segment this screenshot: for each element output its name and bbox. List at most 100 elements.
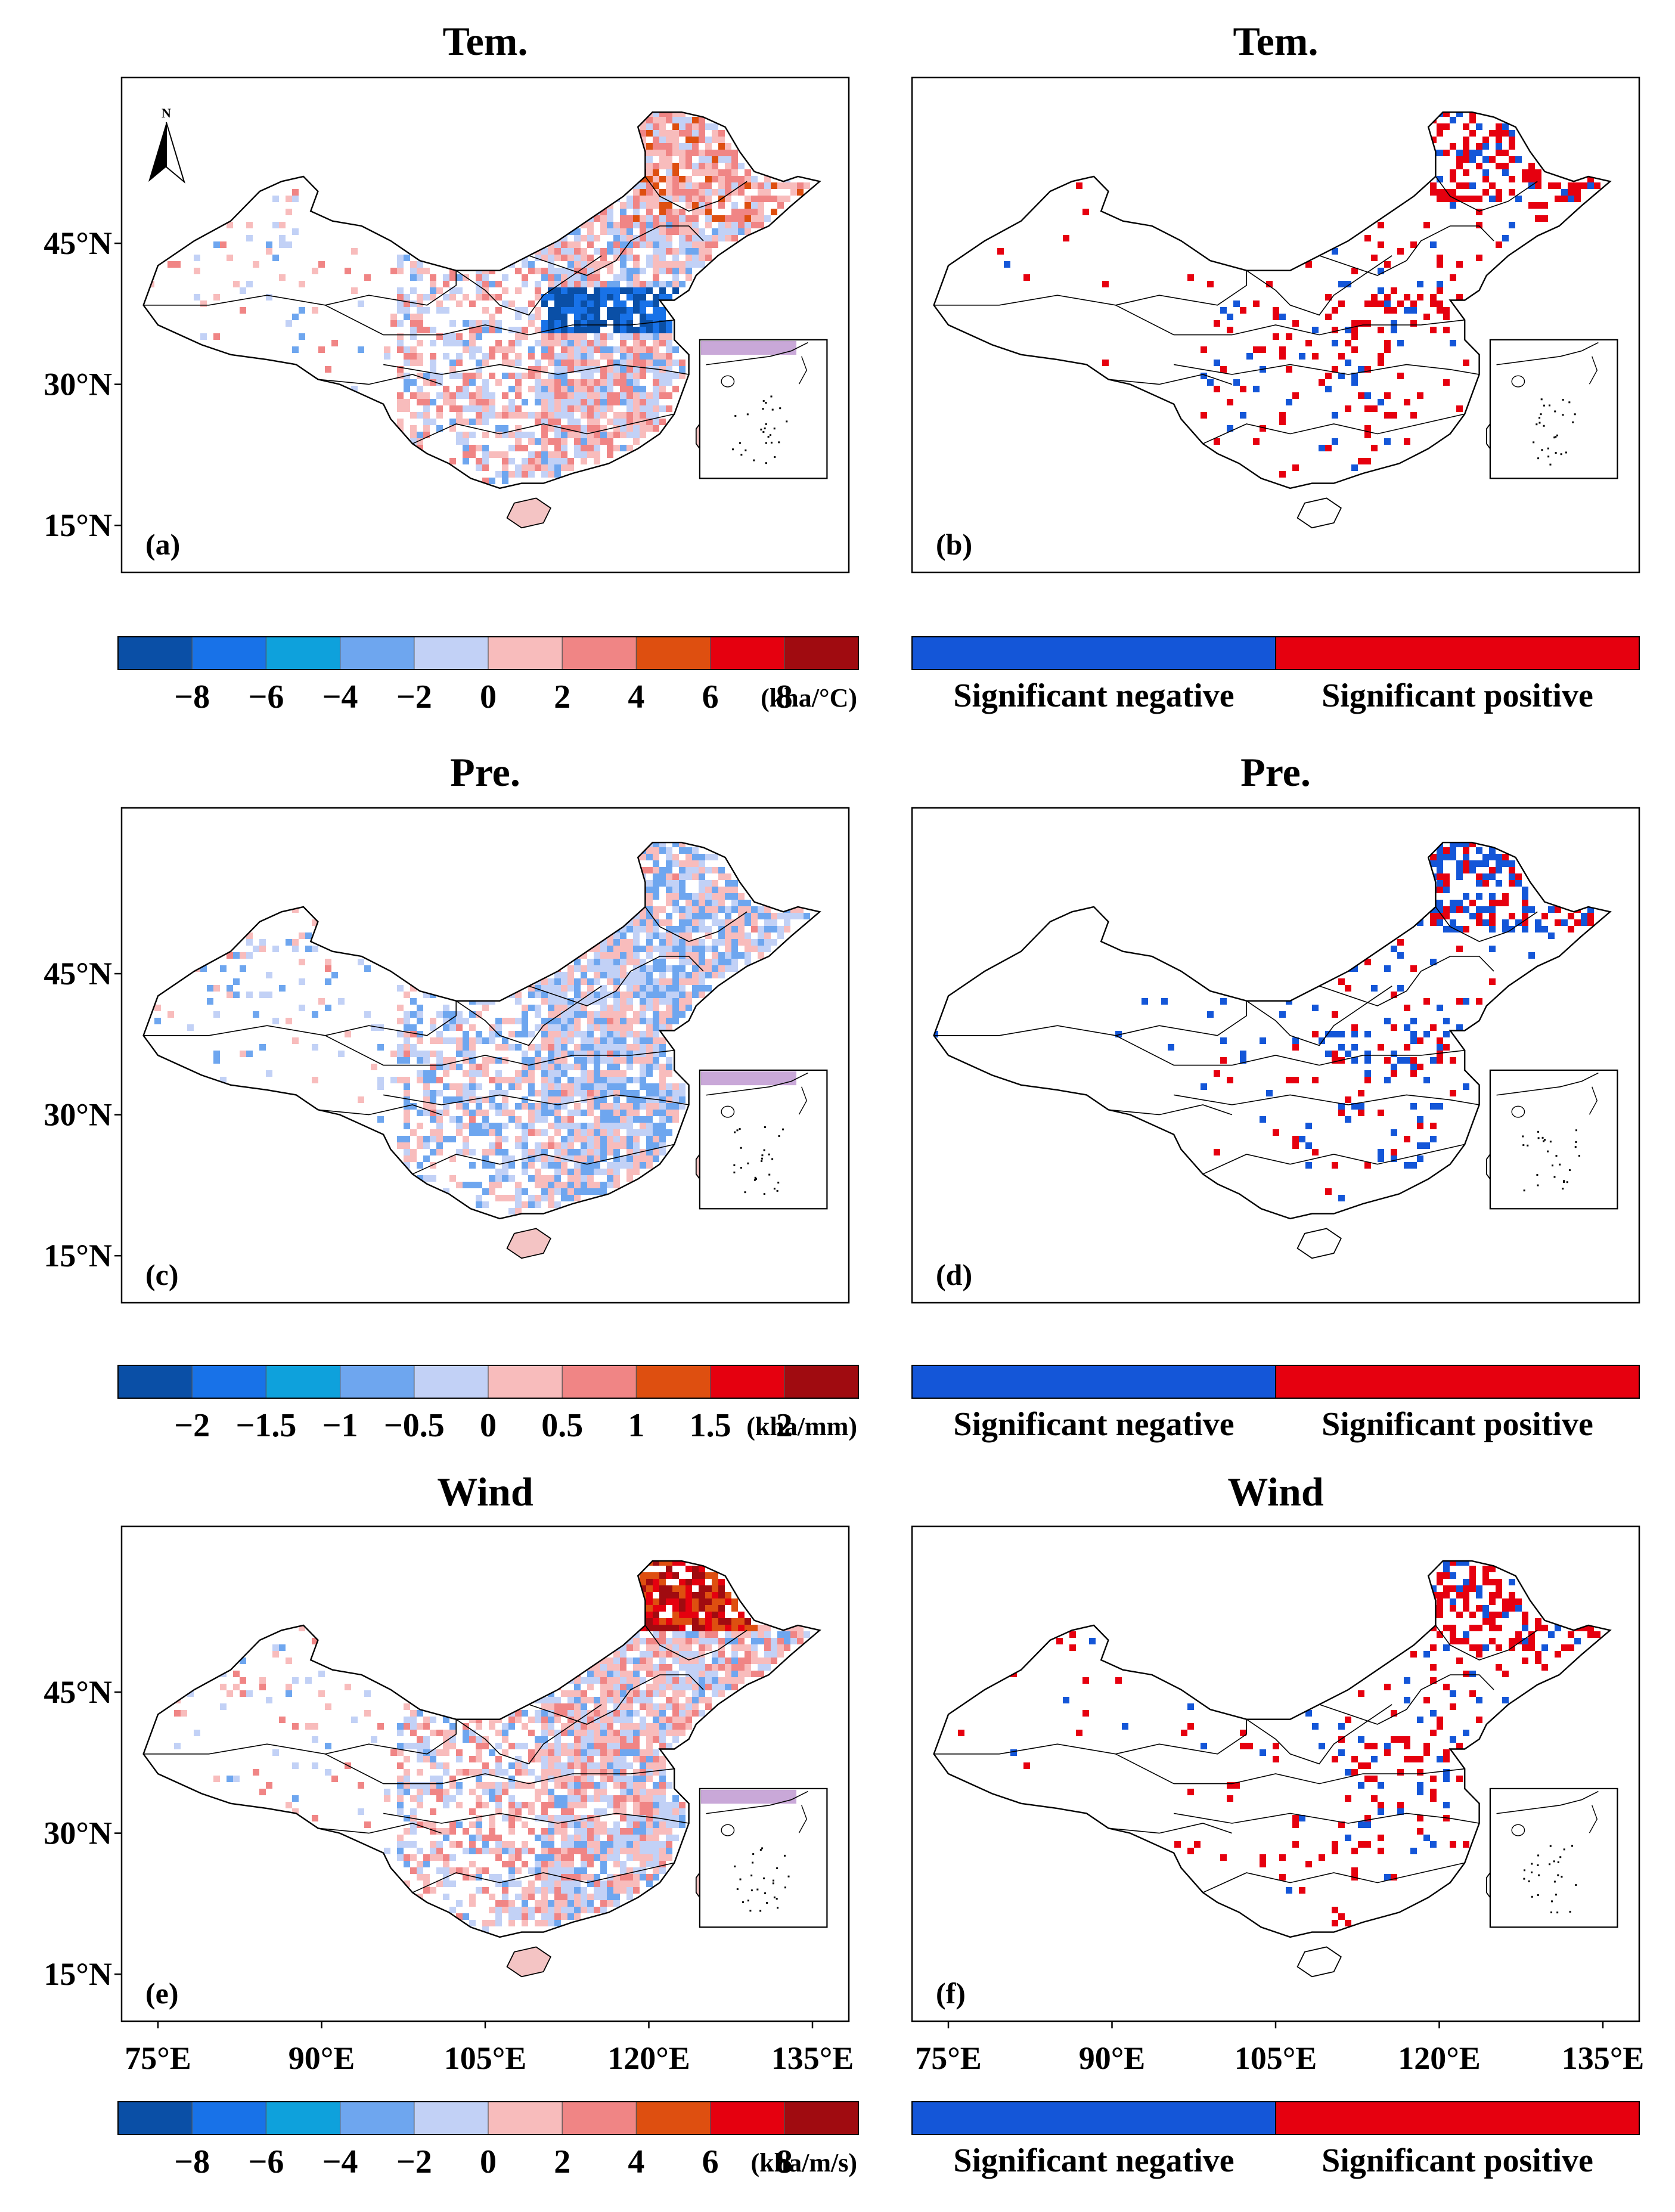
region-boundary-b-1: [1115, 305, 1465, 336]
region-boundary-a-7: [318, 374, 442, 385]
region-boundary-f-4: [1319, 1674, 1494, 1725]
hainan-island-f: [1296, 1946, 1342, 1978]
region-boundary-b-2: [1174, 364, 1479, 375]
map-field-e: [174, 1561, 810, 1933]
legend-tick-a-7: 6: [702, 679, 719, 715]
hainan-island-a: [506, 497, 551, 529]
legend-b: Significant negative Significant positive: [911, 636, 1640, 714]
region-boundary-c-4: [528, 956, 704, 1006]
region-boundary-c-7: [318, 1104, 442, 1116]
legend-swatch-e-6: [562, 2101, 637, 2135]
inset-map-e: [699, 1787, 828, 1928]
lon-label-e-0: 75°E: [125, 2040, 191, 2076]
legend-tick-c-0: −2: [174, 1407, 210, 1444]
lat-label-c-2: 45°N: [44, 956, 112, 992]
lon-label-f-3: 120°E: [1398, 2040, 1481, 2076]
legend-swatch-c-1: [191, 1365, 267, 1399]
lon-label-e-3: 120°E: [607, 2040, 690, 2076]
legend-positive-label-b: Significant positive: [1322, 677, 1593, 714]
region-boundary-f-6: [1202, 1862, 1465, 1893]
panel-label-e: (e): [145, 1976, 179, 2010]
hainan-island-e: [506, 1946, 551, 1978]
legend-swatch-a-1: [191, 636, 267, 670]
region-boundary-f-3: [1246, 1704, 1392, 1765]
region-boundary-c-0: [143, 1000, 457, 1036]
legend-e: −8 −6 −4 −2 0 2 4 6 8(kha/m/s): [117, 2101, 859, 2180]
region-boundary-d-7: [1108, 1104, 1233, 1116]
legend-tick-a-3: −2: [396, 679, 432, 715]
region-boundary-f-2: [1174, 1813, 1479, 1824]
legend-swatch-e-0: [117, 2101, 193, 2135]
region-boundary-e-3: [455, 1704, 602, 1765]
panel-title-a: Tem.: [443, 18, 528, 64]
legend-tick-e-6: 4: [628, 2143, 644, 2180]
legend-swatch-e-9: [784, 2101, 859, 2135]
map-panel-a: (a): [120, 76, 850, 574]
region-boundary-e-4: [528, 1674, 704, 1725]
lon-label-e-2: 105°E: [444, 2040, 527, 2076]
legend-swatch-e-3: [339, 2101, 415, 2135]
legend-positive-swatch-f: [1275, 2101, 1640, 2135]
lon-label-f-2: 105°E: [1234, 2040, 1317, 2076]
legend-d: Significant negative Significant positive: [911, 1365, 1640, 1443]
inset-map-f: [1489, 1787, 1618, 1928]
legend-tick-a-0: −8: [174, 679, 210, 715]
region-boundary-a-0: [143, 270, 457, 306]
china-border-a: [142, 111, 821, 490]
legend-swatch-c-2: [265, 1365, 341, 1399]
legend-swatch-a-9: [784, 636, 859, 670]
region-boundary-a-3: [455, 255, 602, 316]
hainan-island-c: [506, 1228, 551, 1259]
legend-swatch-a-6: [562, 636, 637, 670]
region-boundary-e-0: [143, 1719, 457, 1755]
legend-swatch-a-3: [339, 636, 415, 670]
inset-map-c: [699, 1069, 828, 1210]
legend-swatch-c-4: [414, 1365, 489, 1399]
region-boundary-d-5: [1435, 906, 1538, 942]
legend-swatch-a-5: [488, 636, 563, 670]
map-field-b: [997, 112, 1600, 478]
legend-tick-e-7: 6: [702, 2143, 719, 2180]
region-boundary-c-6: [412, 1144, 675, 1175]
legend-c: −2 −1.5 −1 −0.5 0 0.5 1 1.5 2(kha/mm): [117, 1365, 859, 1444]
region-boundary-c-1: [325, 1035, 675, 1066]
legend-swatch-e-4: [414, 2101, 489, 2135]
legend-negative-swatch-d: [911, 1365, 1276, 1399]
china-border-f: [933, 1560, 1612, 1938]
legend-tick-e-8: 8: [776, 2143, 793, 2180]
hainan-island-b: [1296, 497, 1342, 529]
legend-tick-e-4: 0: [480, 2143, 497, 2180]
map-panel-b: (b): [911, 76, 1640, 574]
legend-swatch-c-9: [784, 1365, 859, 1399]
legend-swatch-c-5: [488, 1365, 563, 1399]
legend-tick-c-7: 1.5: [690, 1407, 731, 1444]
region-boundary-f-7: [1108, 1823, 1233, 1834]
legend-negative-swatch-b: [911, 636, 1276, 670]
panel-title-e: Wind: [437, 1469, 533, 1514]
region-boundary-b-5: [1435, 176, 1538, 212]
legend-swatch-c-3: [339, 1365, 415, 1399]
lon-label-e-1: 90°E: [289, 2040, 355, 2076]
legend-tick-c-2: −1: [322, 1407, 358, 1444]
north-arrow-icon: N: [148, 106, 185, 184]
lat-label-a-1: 30°N: [44, 367, 112, 402]
legend-tick-e-1: −6: [248, 2143, 284, 2180]
legend-positive-label-f: Significant positive: [1322, 2142, 1593, 2179]
region-boundary-a-6: [412, 413, 675, 444]
inset-map-a: [699, 339, 828, 479]
legend-tick-a-2: −4: [322, 679, 358, 715]
legend-tick-e-5: 2: [554, 2143, 570, 2180]
legend-frame-a: [117, 636, 859, 670]
lon-label-f-1: 90°E: [1079, 2040, 1146, 2076]
legend-positive-label-d: Significant positive: [1322, 1406, 1593, 1443]
lat-label-e-0: 15°N: [44, 1956, 112, 1992]
legend-swatch-c-6: [562, 1365, 637, 1399]
legend-swatch-a-0: [117, 636, 193, 670]
lat-label-a-0: 15°N: [44, 507, 112, 543]
china-border-d: [933, 841, 1612, 1220]
legend-negative-swatch-f: [911, 2101, 1276, 2135]
legend-tick-a-5: 2: [554, 679, 570, 715]
legend-tick-c-6: 1: [628, 1407, 644, 1444]
legend-a: −8 −6 −4 −2 0 2 4 6 8(kha/°C): [117, 636, 859, 715]
